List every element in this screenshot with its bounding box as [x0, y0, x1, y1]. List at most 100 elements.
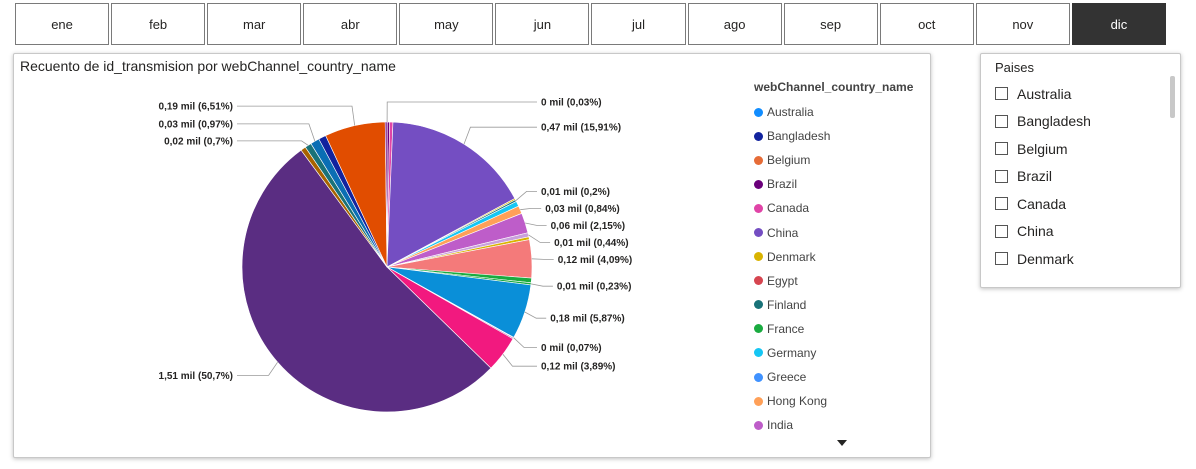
slice-data-label: 0,03 mil (0,84%) — [545, 204, 619, 215]
legend-marker-icon — [754, 155, 763, 165]
legend-marker-icon — [754, 324, 763, 334]
legend-item[interactable]: Finland — [754, 293, 929, 317]
slicer-item[interactable]: Canada — [995, 190, 1175, 218]
checkbox[interactable] — [995, 87, 1008, 101]
slice-data-label: 0,12 mil (4,09%) — [558, 255, 632, 266]
checkbox[interactable] — [995, 197, 1008, 211]
legend-item[interactable]: Greece — [754, 365, 929, 389]
slicer-item-label: China — [1017, 223, 1054, 240]
legend-marker-icon — [754, 252, 763, 262]
legend-item[interactable]: India — [754, 413, 929, 437]
legend-item-label: Greece — [767, 370, 807, 385]
legend-item[interactable]: Australia — [754, 100, 929, 124]
legend-marker-icon — [754, 420, 763, 430]
legend-item[interactable]: Canada — [754, 196, 929, 220]
slice-data-label: 0,01 mil (0,23%) — [557, 282, 631, 293]
month-button-sep[interactable]: sep — [783, 3, 878, 45]
pie-slice[interactable] — [386, 121, 516, 268]
legend-marker-icon — [754, 300, 763, 310]
month-button-dic[interactable]: dic — [1071, 3, 1166, 45]
legend-item[interactable]: Germany — [754, 341, 929, 365]
month-button-jul[interactable]: jul — [591, 3, 686, 45]
slicer-item[interactable]: Australia — [995, 80, 1175, 108]
slice-leader-line — [463, 126, 537, 145]
legend-item[interactable]: Denmark — [754, 245, 929, 269]
month-button-abr[interactable]: abr — [303, 3, 398, 45]
slice-leader-line — [237, 105, 356, 126]
slicer-scrollbar[interactable] — [1170, 76, 1175, 118]
slice-leader-line — [502, 353, 537, 367]
slice-data-label: 0,02 mil (0,7%) — [164, 136, 233, 147]
legend-item[interactable]: Egypt — [754, 269, 929, 293]
pie-slice[interactable] — [384, 121, 388, 268]
month-button-oct[interactable]: oct — [879, 3, 974, 45]
slice-data-label: 0,12 mil (3,89%) — [541, 362, 615, 373]
slice-leader-line — [528, 234, 551, 243]
month-button-nov[interactable]: nov — [975, 3, 1070, 45]
slice-leader-line — [530, 283, 553, 287]
slicer-item-label: Belgium — [1017, 140, 1068, 157]
slicer-item-label: Canada — [1017, 195, 1067, 212]
chart-title: Recuento de id_transmision por webChanne… — [20, 58, 396, 74]
legend-marker-icon — [754, 203, 763, 213]
slice-leader-line — [520, 207, 542, 211]
slicer-item[interactable]: Brazil — [995, 163, 1175, 191]
slice-data-label: 0,01 mil (0,2%) — [541, 187, 610, 198]
legend-marker-icon — [754, 107, 763, 117]
checkbox[interactable] — [995, 142, 1008, 156]
slicer-item-label: Brazil — [1017, 168, 1053, 185]
slice-leader-line — [524, 311, 547, 319]
legend-item[interactable]: China — [754, 220, 929, 244]
chart-legend: webChannel_country_name Australia Banglad… — [754, 80, 929, 437]
slice-leader-line — [525, 222, 547, 226]
legend-item[interactable]: Brazil — [754, 172, 929, 196]
legend-item-label: Germany — [767, 345, 817, 360]
checkbox[interactable] — [995, 114, 1008, 128]
slice-leader-line — [237, 361, 278, 376]
legend-title: webChannel_country_name — [754, 80, 914, 94]
slice-leader-line — [237, 140, 309, 146]
slicer-item-label: Denmark — [1017, 250, 1074, 267]
slice-leader-line — [237, 123, 316, 142]
legend-item-label: Bangladesh — [767, 129, 831, 144]
month-button-jun[interactable]: jun — [495, 3, 590, 45]
slice-leader-line — [531, 258, 554, 260]
legend-marker-icon — [754, 131, 763, 141]
slice-leader-line — [386, 101, 537, 123]
legend-item[interactable]: Hong Kong — [754, 389, 929, 413]
checkbox[interactable] — [995, 252, 1008, 266]
legend-item-label: Egypt — [767, 273, 798, 288]
legend-item-label: China — [767, 225, 799, 240]
month-button-ene[interactable]: ene — [15, 3, 110, 45]
slicer-title: Paises — [995, 60, 1035, 75]
checkbox[interactable] — [995, 224, 1008, 238]
month-button-may[interactable]: may — [399, 3, 494, 45]
pie-chart[interactable]: 0 mil (0,03%) 0,47 mil (15,91%) 0,01 mil (… — [14, 54, 754, 457]
slice-data-label: 0 mil (0,07%) — [541, 343, 602, 354]
legend-item[interactable]: Bangladesh — [754, 124, 929, 148]
slice-data-label: 0,47 mil (15,91%) — [541, 123, 621, 134]
slice-leader-line — [515, 190, 537, 201]
legend-item-label: France — [767, 321, 805, 336]
legend-scroll-down-icon[interactable] — [837, 440, 847, 446]
legend-marker-icon — [754, 228, 763, 238]
legend-marker-icon — [754, 276, 763, 286]
legend-item[interactable]: France — [754, 317, 929, 341]
month-button-mar[interactable]: mar — [207, 3, 302, 45]
slicer-item[interactable]: Denmark — [995, 245, 1175, 273]
slicer-item[interactable]: China — [995, 218, 1175, 246]
month-button-ago[interactable]: ago — [687, 3, 782, 45]
legend-item-label: Brazil — [767, 177, 798, 192]
slice-data-label: 1,51 mil (50,7%) — [159, 371, 233, 382]
legend-item-label: Hong Kong — [767, 394, 828, 409]
month-button-feb[interactable]: feb — [111, 3, 206, 45]
slicer-item[interactable]: Belgium — [995, 135, 1175, 163]
slice-data-label: 0 mil (0,03%) — [541, 98, 602, 109]
slicer-item[interactable]: Bangladesh — [995, 108, 1175, 136]
slice-data-label: 0,18 mil (5,87%) — [550, 314, 624, 325]
legend-item[interactable]: Belgium — [754, 148, 929, 172]
pie-slice[interactable] — [241, 149, 492, 413]
month-slicer: ene feb mar abr may jun jul ago sep oct nov dic — [15, 3, 1166, 45]
checkbox[interactable] — [995, 169, 1008, 183]
slice-data-label: 0,06 mil (2,15%) — [551, 221, 625, 232]
